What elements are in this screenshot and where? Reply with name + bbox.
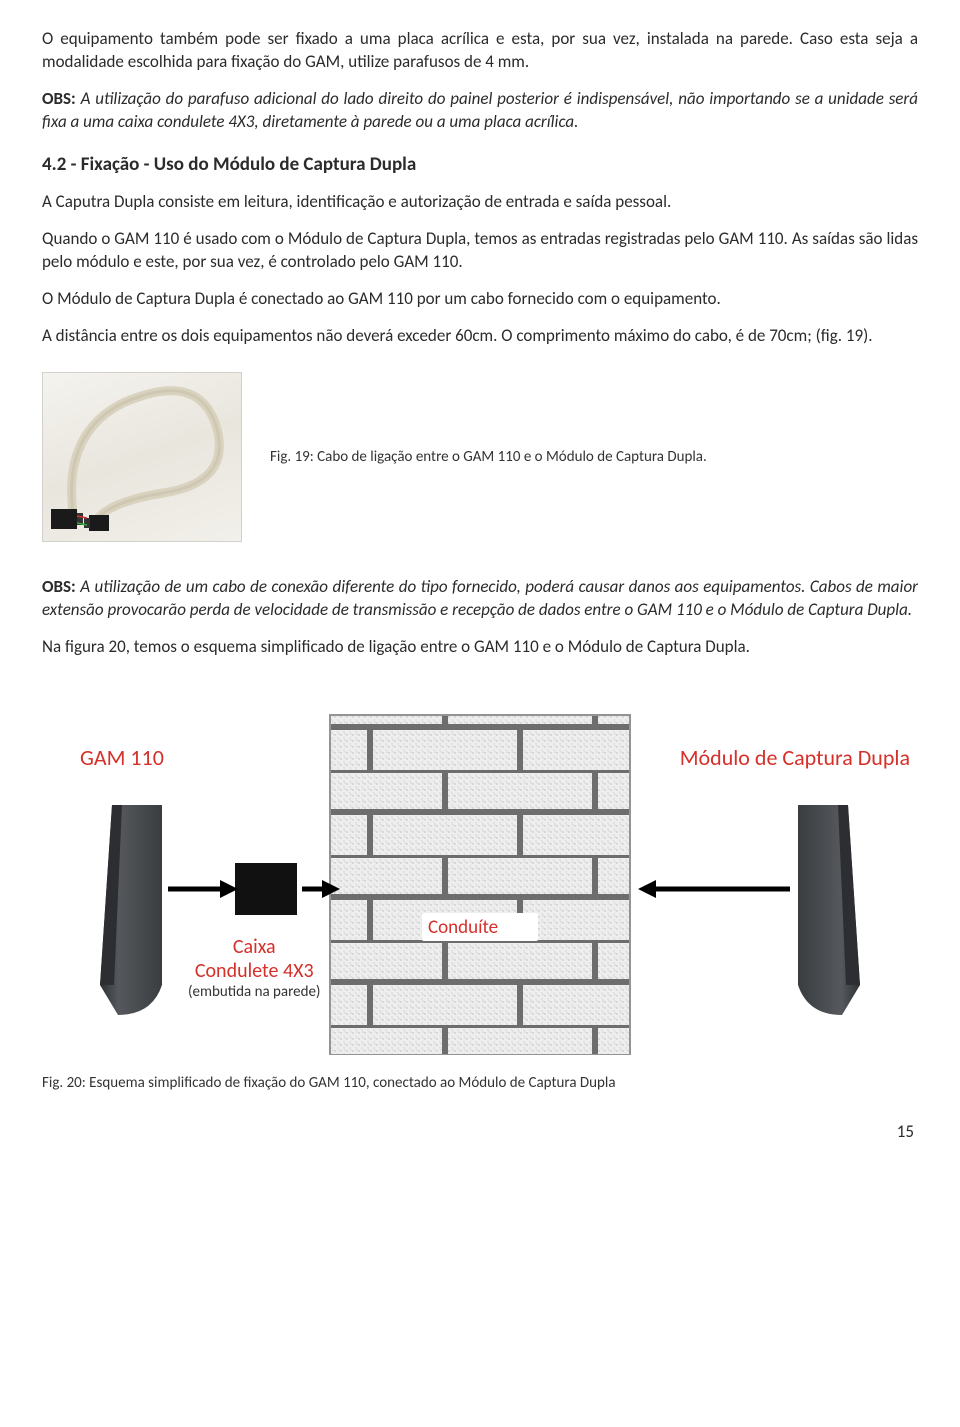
figure-19-photo bbox=[42, 372, 242, 542]
paragraph-3: Quando o GAM 110 é usado com o Módulo de… bbox=[42, 228, 918, 274]
figure-20-caption: Fig. 20: Esquema simplificado de fixação… bbox=[42, 1073, 918, 1093]
paragraph-intro: O equipamento também pode ser fixado a u… bbox=[42, 28, 918, 74]
figure-19-caption: Fig. 19: Cabo de ligação entre o GAM 110… bbox=[270, 447, 707, 467]
diagram-caixa-label-3: (embutida na parede) bbox=[188, 983, 320, 1001]
diagram-caixa-label-2: Condulete 4X3 bbox=[188, 959, 320, 983]
page-number: 15 bbox=[42, 1121, 918, 1144]
obs-1: OBS: A utilização do parafuso adicional … bbox=[42, 88, 918, 134]
paragraph-6: Na figura 20, temos o esquema simplifica… bbox=[42, 636, 918, 659]
figure-19-row: Fig. 19: Cabo de ligação entre o GAM 110… bbox=[42, 372, 918, 542]
diagram-gam-label: GAM 110 bbox=[80, 743, 164, 773]
diagram-modulo-label: Módulo de Captura Dupla bbox=[680, 743, 910, 773]
obs1-text: A utilização do parafuso adicional do la… bbox=[42, 88, 918, 132]
obs-2: OBS: A utilização de um cabo de conexão … bbox=[42, 576, 918, 622]
obs2-text: A utilização de um cabo de conexão difer… bbox=[42, 576, 918, 620]
paragraph-4: O Módulo de Captura Dupla é conectado ao… bbox=[42, 288, 918, 311]
section-heading: 4.2 - Fixação - Uso do Módulo de Captura… bbox=[42, 152, 918, 178]
obs1-label: OBS: bbox=[42, 88, 76, 109]
diagram-conduite-label: Conduíte bbox=[428, 915, 498, 941]
obs2-label: OBS: bbox=[42, 576, 76, 597]
paragraph-5: A distância entre os dois equipamentos n… bbox=[42, 325, 918, 348]
diagram-caixa-label-1: Caixa bbox=[188, 935, 320, 959]
paragraph-2: A Caputra Dupla consiste em leitura, ide… bbox=[42, 191, 918, 214]
figure-20-diagram: GAM 110 Módulo de Captura Dupla Conduíte… bbox=[42, 685, 918, 1055]
